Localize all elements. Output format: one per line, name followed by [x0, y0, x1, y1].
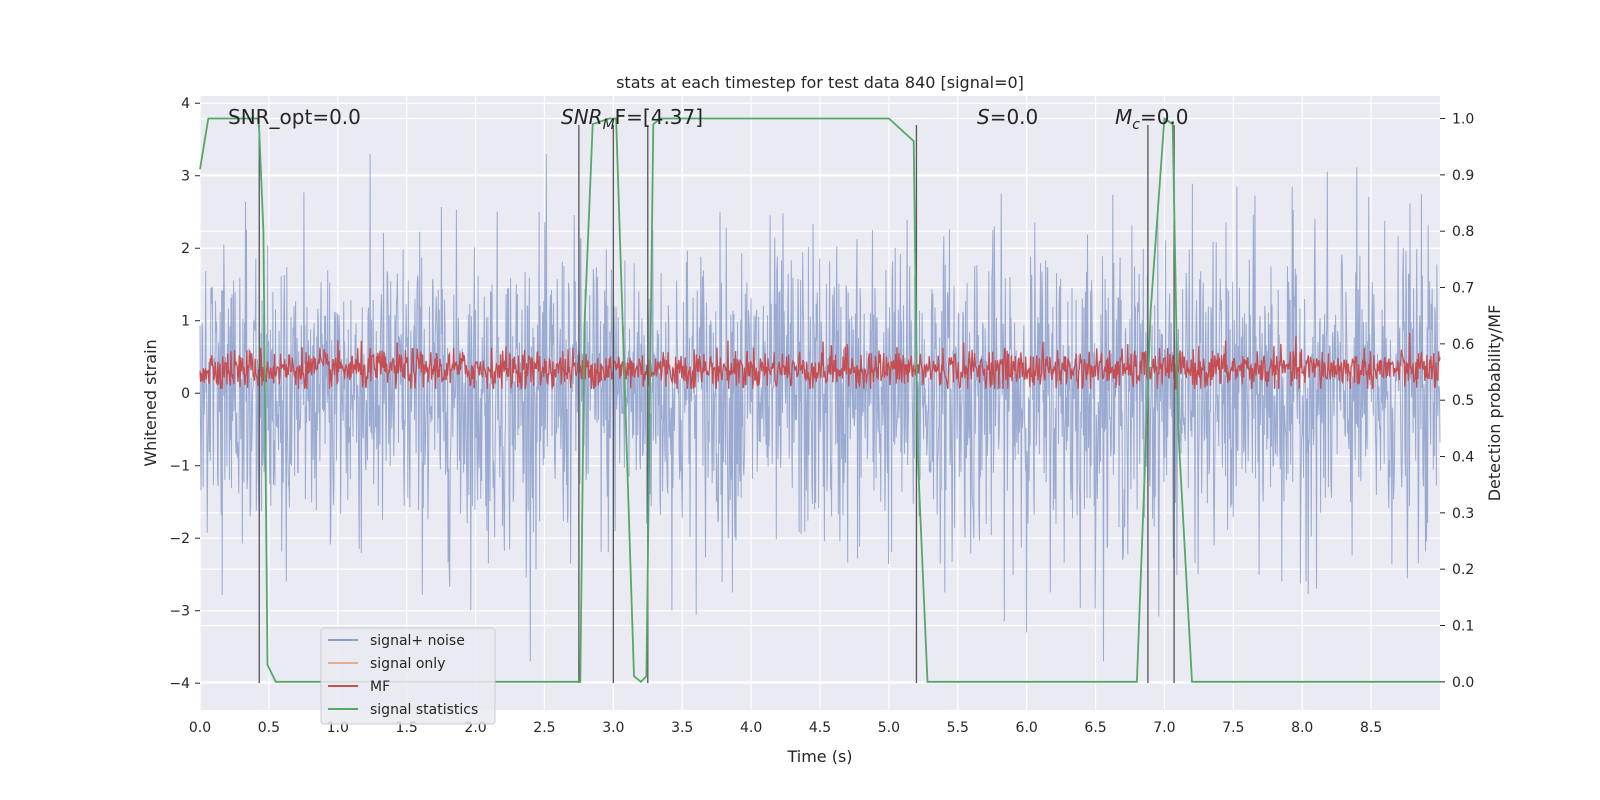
annotation-s-main: S	[977, 105, 990, 129]
y-right-tick-label: 0.4	[1452, 450, 1474, 466]
x-tick-label: 3.5	[671, 720, 693, 736]
y-tick-label: 3	[181, 169, 190, 185]
x-tick-label: 4.0	[740, 720, 762, 736]
x-tick-label: 6.0	[1016, 720, 1038, 736]
annotation-s: S=0.0	[977, 105, 1038, 129]
y-right-tick-label: 0.7	[1452, 281, 1474, 297]
legend-label-signal-noise: signal+ noise	[370, 633, 465, 649]
annotation-mc-main: M	[1115, 105, 1132, 129]
x-axis-ticks: 0.0 0.5 1.0 1.5 2.0 2.5 3.0 3.5 4.0 4.5 5.0 5.5 6.0 6…	[189, 720, 1382, 736]
y-axis-label: Whitened strain	[141, 339, 160, 466]
x-tick-label: 6.5	[1084, 720, 1106, 736]
x-tick-label: 5.0	[878, 720, 900, 736]
x-tick-label: 8.0	[1291, 720, 1313, 736]
x-tick-label: 0.5	[258, 720, 280, 736]
x-tick-label: 3.0	[602, 720, 624, 736]
x-tick-label: 5.5	[947, 720, 969, 736]
annotation-mc-sub: c	[1132, 117, 1140, 133]
annotation-s-rest: =0.0	[990, 105, 1039, 129]
annotation-mc-rest: =0.0	[1140, 105, 1189, 129]
y-axis-ticks: 4 3 2 1 0 −1 −2 −3 −4	[169, 96, 200, 692]
annotation-snr-mf-sub: M	[603, 117, 615, 133]
legend-box	[320, 627, 496, 725]
chart-title: stats at each timestep for test data 840…	[616, 73, 1024, 92]
y-right-tick-label: 0.5	[1452, 393, 1474, 409]
legend: signal+ noise signal only MF signal stat…	[320, 627, 496, 725]
line-mf	[199, 332, 1441, 390]
y-right-tick-label: 0.9	[1452, 168, 1474, 184]
y-right-tick-label: 0.8	[1452, 224, 1474, 240]
annotation-snr-mf-main: SNR	[561, 105, 603, 129]
y-tick-label: −1	[169, 459, 190, 475]
y-right-tick-label: 0.2	[1452, 562, 1474, 578]
annotation-snr-mf-rest: F=[4.37]	[615, 105, 703, 129]
legend-label-mf: MF	[370, 679, 390, 695]
y-right-tick-label: 1.0	[1452, 112, 1474, 128]
y-tick-label: −2	[169, 531, 190, 547]
series-signal-noise	[199, 153, 1441, 662]
annotation-snr-mf: SNRMF=[4.37]	[561, 105, 703, 133]
x-tick-label: 2.5	[533, 720, 555, 736]
y-tick-label: 0	[181, 386, 190, 402]
line-signal-noise	[199, 153, 1441, 662]
x-tick-label: 8.5	[1360, 720, 1382, 736]
y-right-tick-label: 0.3	[1452, 506, 1474, 522]
y-right-tick-label: 0.1	[1452, 619, 1474, 635]
line-signal-statistics	[199, 116, 1440, 684]
x-tick-label: 7.0	[1153, 720, 1175, 736]
y-axis-right-ticks: 1.0 0.9 0.8 0.7 0.6 0.5 0.4 0.3 0.2 0.1 0.0	[1440, 112, 1474, 691]
x-tick-label: 7.5	[1222, 720, 1244, 736]
annotation-mc: Mc=0.0	[1115, 105, 1189, 133]
annotation-snr-opt: SNR_opt=0.0	[228, 105, 361, 129]
legend-label-signal-only: signal only	[370, 656, 445, 672]
y-tick-label: 2	[181, 241, 190, 257]
y-tick-label: −4	[169, 676, 190, 692]
x-tick-label: 4.5	[809, 720, 831, 736]
series-mf	[199, 332, 1441, 390]
y-tick-label: 4	[181, 96, 190, 112]
x-axis-label: Time (s)	[786, 747, 852, 766]
y-tick-label: 1	[181, 314, 190, 330]
series-signal-statistics	[199, 116, 1440, 684]
legend-label-signal-statistics: signal statistics	[370, 702, 478, 718]
y-axis-right-label: Detection probability/MF	[1485, 305, 1504, 502]
y-right-tick-label: 0.0	[1452, 675, 1474, 691]
x-tick-label: 0.0	[189, 720, 211, 736]
y-tick-label: −3	[169, 604, 190, 620]
y-right-tick-label: 0.6	[1452, 337, 1474, 353]
